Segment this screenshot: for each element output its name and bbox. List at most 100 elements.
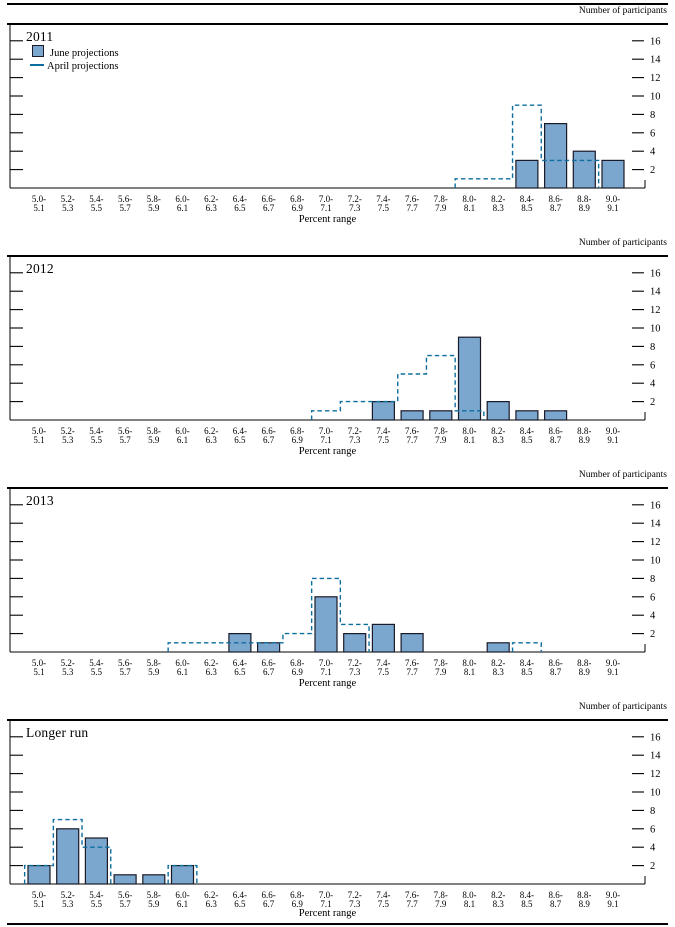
- x-tick-label: 7.7: [406, 899, 418, 909]
- x-tick-label: 6.7: [263, 203, 275, 213]
- x-tick-label: 7.8-: [434, 426, 448, 436]
- page-bottom-rule: [7, 923, 668, 925]
- x-tick-label: 7.3: [349, 667, 361, 677]
- bar: [113, 874, 137, 885]
- x-tick-label: 5.1: [33, 203, 44, 213]
- bar: [371, 623, 395, 653]
- panel-title-2012: 2012: [26, 261, 54, 276]
- x-tick-label: 7.5: [378, 667, 390, 677]
- april-projection-outline: [454, 104, 600, 188]
- y-tick-label: 8: [650, 806, 655, 817]
- x-tick-label: 7.1: [320, 899, 331, 909]
- x-tick-label: 5.2-: [61, 890, 75, 900]
- y-tick-label: 12: [650, 73, 661, 84]
- x-tick-label: 8.6-: [548, 890, 562, 900]
- x-tick-label: 6.6-: [261, 890, 275, 900]
- y-tick-label: 14: [650, 55, 661, 66]
- panel-top-rule: [7, 719, 668, 721]
- x-tick-label: 8.1: [464, 435, 475, 445]
- y-tick-label: 2: [650, 165, 655, 176]
- legend-june: June projections: [32, 45, 119, 59]
- x-tick-label: 5.3: [62, 435, 74, 445]
- x-tick-label: 6.0-: [175, 658, 189, 668]
- x-tick-label: 5.5: [91, 203, 103, 213]
- panel-top-rule: [7, 487, 668, 489]
- x-tick-label: 6.4-: [233, 194, 247, 204]
- x-tick-label: 8.8-: [577, 426, 591, 436]
- x-axis-title-2011: Percent range: [298, 214, 357, 225]
- x-tick-label: 6.4-: [233, 658, 247, 668]
- x-tick-label: 6.5: [234, 435, 246, 445]
- x-tick-label: 5.9: [148, 203, 160, 213]
- x-tick-label: 8.8-: [577, 890, 591, 900]
- y-tick-label: 6: [650, 592, 655, 603]
- x-tick-label: 6.7: [263, 667, 275, 677]
- x-tick-label: 8.5: [521, 435, 533, 445]
- x-tick-label: 7.2-: [348, 194, 362, 204]
- x-tick-label: 5.2-: [61, 426, 75, 436]
- x-axis-title-2013: Percent range: [298, 678, 357, 689]
- x-tick-label: 6.7: [263, 899, 275, 909]
- x-tick-label: 8.8-: [577, 194, 591, 204]
- x-tick-label: 7.8-: [434, 890, 448, 900]
- x-tick-label: 6.9: [292, 899, 304, 909]
- x-tick-label: 8.8-: [577, 658, 591, 668]
- x-tick-label: 6.1: [177, 435, 188, 445]
- x-tick-label: 6.2-: [204, 426, 218, 436]
- bar: [84, 837, 109, 885]
- x-tick-label: 6.4-: [233, 426, 247, 436]
- x-tick-label: 6.6-: [261, 658, 275, 668]
- x-tick-label: 9.0-: [606, 890, 620, 900]
- x-tick-label: 7.2-: [348, 426, 362, 436]
- x-tick-label: 5.7: [119, 203, 131, 213]
- x-tick-label: 6.0-: [175, 194, 189, 204]
- x-tick-label: 5.8-: [147, 194, 161, 204]
- y-tick-label: 16: [650, 732, 661, 743]
- bar: [486, 401, 510, 421]
- y-tick-label: 4: [650, 379, 656, 390]
- bars-2012: [371, 336, 568, 421]
- panel-top-rule: [7, 23, 668, 25]
- x-tick-label: 7.3: [349, 899, 361, 909]
- panel-2012: 2 4 6 8 10 12 14 16 5.0-5.1 5.2-5.3 5.4-5.5 5.6-5.7…: [9, 255, 661, 445]
- x-tick-label: 5.0-: [32, 426, 46, 436]
- x-tick-label: 5.9: [148, 435, 160, 445]
- y-tick-label: 14: [650, 287, 661, 298]
- bar: [429, 410, 453, 421]
- x-tick-label: 8.4-: [520, 194, 534, 204]
- bars-2013: [228, 596, 510, 653]
- panel-top-rule: [7, 255, 668, 257]
- x-tick-label: 5.3: [62, 667, 74, 677]
- x-tick-label: 7.0-: [319, 890, 333, 900]
- bar: [515, 410, 539, 421]
- y-tick-label: 12: [650, 769, 661, 780]
- x-tick-label: 7.9: [435, 667, 447, 677]
- x-tick-label: 6.2-: [204, 890, 218, 900]
- x-tick-label: 9.1: [607, 899, 618, 909]
- panel-2013: 2 4 6 8 10 12 14 16 5.0-5.1 5.2-5.3 5.4-5.5 5.6-5.7…: [9, 487, 661, 677]
- x-tick-label: 8.3: [493, 667, 505, 677]
- bar: [228, 632, 252, 653]
- bar: [486, 642, 510, 653]
- y-tick-label: 12: [650, 305, 661, 316]
- x-tick-label: 5.4-: [89, 658, 103, 668]
- x-tick-label: 5.8-: [147, 658, 161, 668]
- x-tick-label: 5.2-: [61, 658, 75, 668]
- x-tick-label: 8.1: [464, 203, 475, 213]
- x-tick-label: 6.3: [206, 667, 218, 677]
- bar: [371, 401, 395, 421]
- x-tick-label: 8.1: [464, 667, 475, 677]
- x-tick-label: 5.8-: [147, 426, 161, 436]
- april-projection-outline: [23, 818, 198, 884]
- x-tick-label: 7.6-: [405, 890, 419, 900]
- x-tick-label: 8.0-: [462, 194, 476, 204]
- participants-axis-title: Number of participants: [578, 470, 667, 480]
- bars-2011: [515, 122, 625, 189]
- bar: [314, 596, 338, 653]
- x-tick-label: 5.5: [91, 667, 103, 677]
- x-tick-label: 6.6-: [261, 426, 275, 436]
- x-tick-label: 7.6-: [405, 194, 419, 204]
- x-tick-label: 5.2-: [61, 194, 75, 204]
- x-tick-label: 8.7: [550, 203, 562, 213]
